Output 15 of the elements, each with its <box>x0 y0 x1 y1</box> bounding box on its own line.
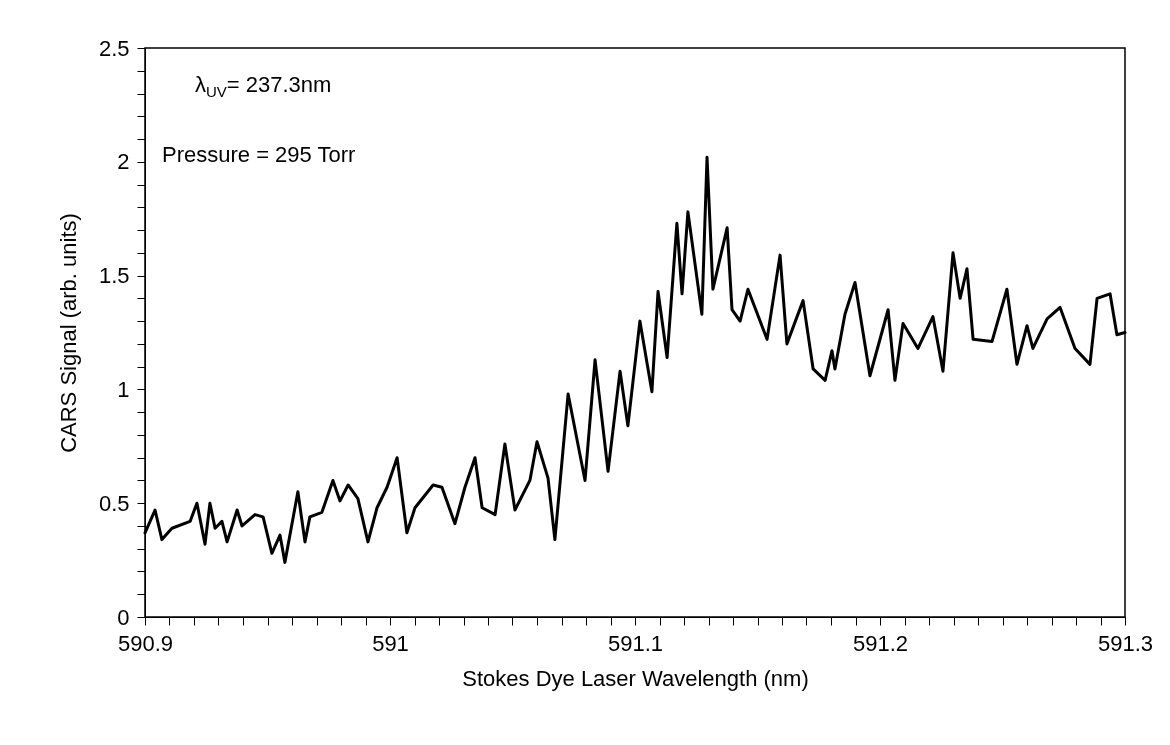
y-tick-label: 2 <box>117 149 130 175</box>
y-axis-title: CARS Signal (arb. units) <box>55 213 81 453</box>
y-tick-label: 2.5 <box>98 35 130 61</box>
annotation: Pressure = 295 Torr <box>162 142 356 168</box>
annotation: λ$_{UV}$= 237.3nm <box>195 72 332 101</box>
x-tick-label: 591.3 <box>1097 630 1154 656</box>
x-tick-label: 591 <box>372 630 409 656</box>
y-tick-label: 1.5 <box>98 263 130 289</box>
x-axis-title: Stokes Dye Laser Wavelength (nm) <box>462 665 809 691</box>
x-tick-label: 591.2 <box>852 630 909 656</box>
y-tick-label: 0.5 <box>98 490 130 516</box>
y-tick-label: 0 <box>117 604 130 630</box>
y-tick-label: 1 <box>117 376 130 402</box>
x-tick-label: 590.9 <box>117 630 174 656</box>
x-tick-label: 591.1 <box>607 630 664 656</box>
